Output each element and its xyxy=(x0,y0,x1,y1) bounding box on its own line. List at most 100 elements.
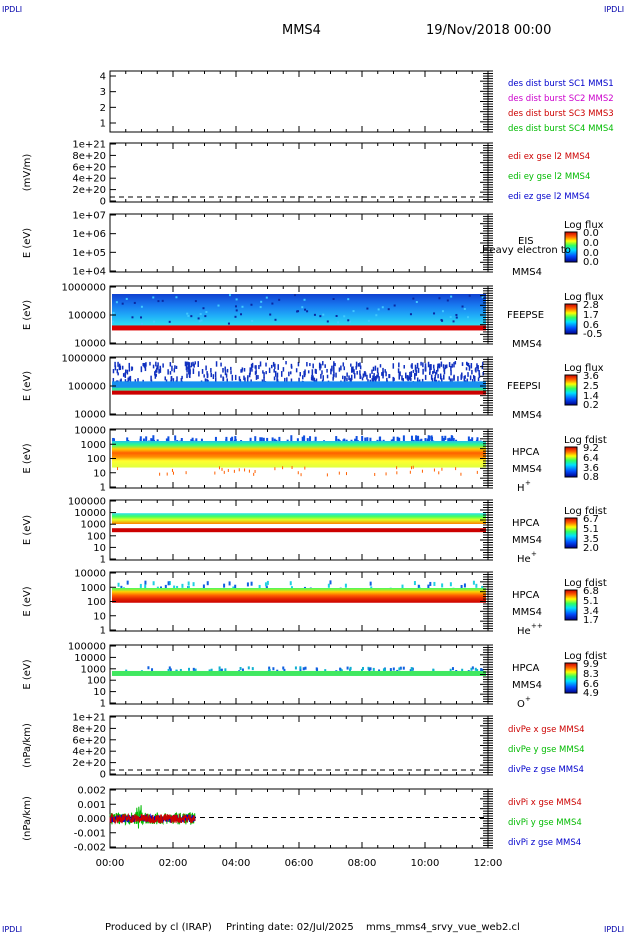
spectrogram-speckle xyxy=(263,372,265,378)
spectrogram-speckle xyxy=(185,471,187,475)
spectrogram-speckle xyxy=(408,376,411,380)
spectrogram-speckle xyxy=(453,362,455,368)
spectrogram-speckle xyxy=(214,371,217,378)
spectrogram-speckle xyxy=(399,666,402,670)
spectrogram-speckle xyxy=(480,668,483,672)
spectrogram-speckle xyxy=(173,585,176,590)
spectrogram-speckle xyxy=(461,668,464,672)
spectrogram-speckle xyxy=(218,466,220,470)
spectrogram-speckle xyxy=(265,585,268,590)
y-tick-label: 1e+07 xyxy=(72,211,106,222)
spectrogram-speckle xyxy=(315,369,317,374)
footer-filename: mms_mms4_srvy_vue_web2.cl xyxy=(366,922,520,933)
spectrogram-speckle xyxy=(319,315,322,318)
x-tick-label: 00:00 xyxy=(96,858,125,869)
spectrogram-speckle xyxy=(369,379,372,383)
spectrogram-speckle xyxy=(359,362,361,367)
spectrogram-speckle xyxy=(112,369,115,374)
spectrogram-speckle xyxy=(248,469,250,473)
spectrogram-speckle xyxy=(302,667,305,671)
spectrogram-speckle xyxy=(186,373,188,379)
colorbar xyxy=(564,374,578,406)
species-charge-label: + xyxy=(525,479,531,487)
spectrogram-speckle xyxy=(324,669,327,673)
y-tick-label: 100000 xyxy=(68,497,106,508)
spectrogram-speckle xyxy=(437,363,439,369)
spectrogram-speckle xyxy=(181,375,183,380)
spectrogram-speckle xyxy=(466,362,469,367)
spectrogram-speckle xyxy=(422,362,424,368)
x-tick-label: 08:00 xyxy=(348,858,377,869)
colorbar xyxy=(564,446,578,478)
spectrogram-speckle xyxy=(441,467,443,471)
spectrogram-speckle xyxy=(351,366,353,373)
y-tick-label: 100000 xyxy=(68,311,106,322)
spectrogram-speckle xyxy=(131,366,133,371)
spectrogram-speckle xyxy=(312,375,314,379)
spectrogram-speckle xyxy=(477,365,479,369)
spectrogram-speckle xyxy=(326,374,329,379)
colorbar xyxy=(564,589,578,621)
y-tick-label: -0.002 xyxy=(74,843,106,854)
spectrogram-speckle xyxy=(238,468,240,472)
spectrogram-speckle xyxy=(303,370,305,376)
spectrogram-speckle xyxy=(214,471,216,475)
spectrogram xyxy=(112,513,486,533)
spectrogram-speckle xyxy=(382,371,384,377)
spectrogram-speckle xyxy=(402,378,404,382)
spectrogram-speckle xyxy=(381,372,383,376)
spectrogram-speckle xyxy=(393,304,396,307)
spectrogram-speckle xyxy=(438,363,441,369)
spectrogram-speckle xyxy=(145,362,147,367)
spectrogram-speckle xyxy=(241,305,244,308)
spectrogram-speckle xyxy=(114,365,117,371)
colorbar-tick-label: 1.4 xyxy=(583,391,599,402)
spectrogram-band xyxy=(112,441,486,468)
spectrogram-speckle xyxy=(407,375,409,382)
spectrogram-speckle xyxy=(355,365,357,370)
spectrogram-speckle xyxy=(228,294,231,297)
y-axis-label: (nPa/km) xyxy=(22,723,33,768)
spectrogram xyxy=(112,435,486,477)
spectrogram-speckle xyxy=(299,372,302,377)
spectrogram-speckle xyxy=(448,437,451,443)
spectrogram-speckle xyxy=(437,366,439,372)
spectrogram-speckle xyxy=(451,363,453,368)
spectrogram-speckle xyxy=(446,299,449,302)
colorbar-tick-label: 2.8 xyxy=(583,300,599,311)
spectrogram-speckle xyxy=(470,363,473,369)
spectrogram-speckle xyxy=(402,435,405,443)
spectrogram-speckle xyxy=(410,371,413,378)
spectrogram-speckle xyxy=(335,372,337,378)
y-tick-label: 10000 xyxy=(74,569,106,580)
spectrogram-speckle xyxy=(319,366,321,371)
spectrogram-speckle xyxy=(298,377,300,382)
spectrogram-speckle xyxy=(248,372,251,378)
spectrogram-speckle xyxy=(259,437,262,445)
spectrogram-speckle xyxy=(381,306,384,309)
y-tick-label: 1000 xyxy=(81,440,106,451)
spectrogram-speckle xyxy=(202,307,205,310)
spectrogram-speckle xyxy=(271,302,274,305)
spectrogram-speckle xyxy=(143,362,145,368)
spectrogram-speckle xyxy=(463,307,466,310)
spectrogram-speckle xyxy=(246,582,249,587)
spectrogram-speckle xyxy=(159,365,162,372)
spectrogram-speckle xyxy=(432,371,434,375)
spacecraft-label: MMS4 xyxy=(512,607,542,618)
legend-entry: edi ex gse l2 MMS4 xyxy=(508,152,590,162)
y-tick-label: 100 xyxy=(87,676,106,687)
spectrogram-speckle xyxy=(444,435,447,441)
spectrogram-speckle xyxy=(342,375,344,380)
spectrogram-speckle xyxy=(195,438,198,444)
instrument-label: EIS xyxy=(518,236,534,247)
spectrogram-speckle xyxy=(218,666,221,670)
spectrogram-speckle xyxy=(121,365,124,370)
spectrogram-speckle xyxy=(481,296,484,299)
spectrogram-speckle xyxy=(282,367,285,372)
colorbar-tick-label: 0.0 xyxy=(583,248,599,259)
spectrogram-speckle xyxy=(471,437,474,444)
spectrogram-speckle xyxy=(168,666,171,670)
colorbar-tick-label: 9.2 xyxy=(583,443,599,454)
